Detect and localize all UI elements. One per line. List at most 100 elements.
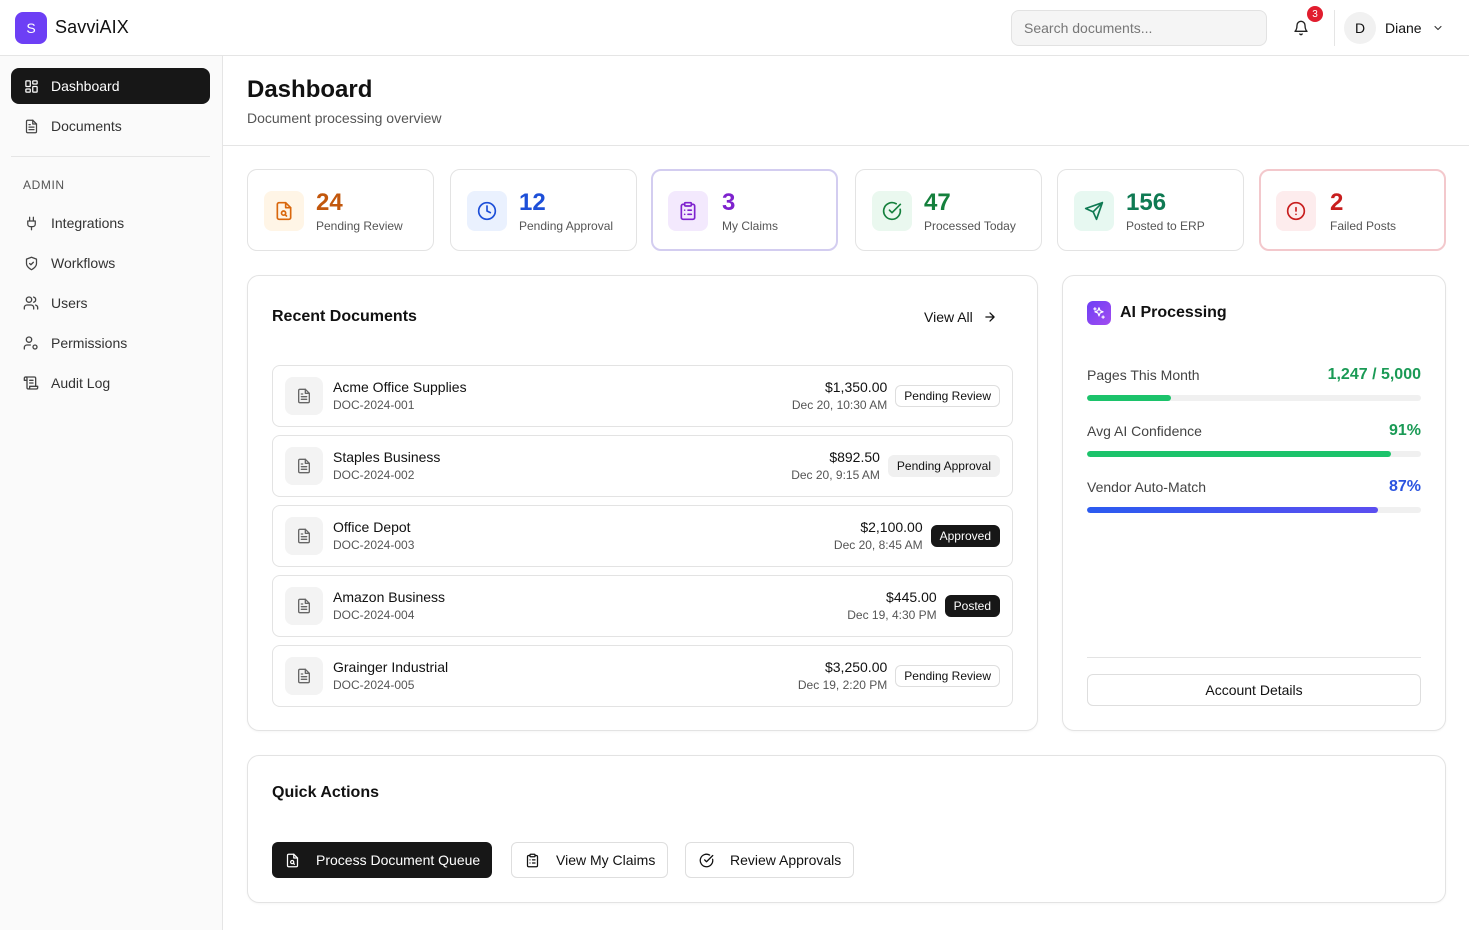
amount: $1,350.00 bbox=[824, 379, 888, 395]
shield-icon bbox=[23, 255, 39, 271]
document-id: DOC-2024-003 bbox=[333, 538, 415, 552]
app-logo[interactable]: S bbox=[15, 12, 47, 44]
sidebar-item-users[interactable]: Users bbox=[11, 285, 210, 321]
sidebar-divider bbox=[11, 156, 210, 157]
table-row[interactable]: Grainger Industrial DOC-2024-005 $3,250.… bbox=[272, 645, 1013, 707]
sidebar-item-audit-log[interactable]: Audit Log bbox=[11, 365, 210, 401]
search-input[interactable] bbox=[1011, 10, 1267, 46]
users-icon bbox=[23, 295, 39, 311]
avatar: D bbox=[1344, 12, 1376, 44]
sidebar-item-label: Users bbox=[51, 295, 88, 311]
metric-label: Avg AI Confidence bbox=[1087, 423, 1202, 439]
user-name: Diane bbox=[1385, 20, 1422, 36]
status-badge: Pending Approval bbox=[887, 455, 1000, 477]
timestamp: Dec 20, 9:15 AM bbox=[791, 468, 880, 482]
status-badge: Posted bbox=[944, 595, 1000, 617]
metric-value: 87% bbox=[1388, 478, 1421, 495]
view-all-label: View All bbox=[924, 309, 973, 325]
status-badge: Pending Review bbox=[895, 665, 1000, 687]
page-subtitle: Document processing overview bbox=[247, 110, 442, 126]
stat-card-pending-approval[interactable]: 12 Pending Approval bbox=[450, 169, 637, 251]
amount: $2,100.00 bbox=[860, 519, 923, 535]
stat-label: Pending Approval bbox=[519, 219, 614, 233]
alert-circle-icon bbox=[1286, 201, 1306, 221]
stat-value: 47 bbox=[924, 189, 951, 216]
ai-processing-title: AI Processing bbox=[1120, 304, 1227, 321]
process-document-queue-button[interactable]: Process Document Queue bbox=[272, 842, 493, 878]
doc-icon-box bbox=[285, 447, 323, 485]
sidebar-item-integrations[interactable]: Integrations bbox=[11, 205, 210, 241]
admin-section-label: ADMIN bbox=[23, 178, 65, 192]
review-approvals-button[interactable]: Review Approvals bbox=[685, 842, 855, 878]
amount: $3,250.00 bbox=[824, 659, 888, 675]
app-name[interactable]: SavviAIX bbox=[55, 17, 129, 37]
clock-icon bbox=[477, 201, 497, 221]
check-circle-icon bbox=[699, 853, 714, 867]
user-menu[interactable]: D Diane bbox=[1344, 11, 1444, 45]
progress-fill bbox=[1087, 507, 1378, 513]
stat-value: 3 bbox=[722, 189, 736, 216]
logo-letter: S bbox=[26, 20, 36, 36]
ai-panel-divider bbox=[1087, 657, 1421, 658]
quick-actions-title: Quick Actions bbox=[272, 784, 379, 801]
bell-icon bbox=[1294, 20, 1308, 36]
plug-icon bbox=[23, 215, 39, 231]
sidebar-item-workflows[interactable]: Workflows bbox=[11, 245, 210, 281]
stat-icon-box bbox=[467, 191, 507, 231]
stat-label: Pending Review bbox=[316, 219, 403, 233]
view-all-button[interactable]: View All bbox=[924, 307, 997, 327]
view-my-claims-button[interactable]: View My Claims bbox=[511, 842, 669, 878]
chevron-down-icon bbox=[1434, 25, 1442, 31]
document-id: DOC-2024-004 bbox=[333, 608, 415, 622]
metric-label: Pages This Month bbox=[1087, 367, 1200, 383]
metric-value: 1,247 / 5,000 bbox=[1327, 366, 1421, 383]
progress-fill bbox=[1087, 451, 1391, 457]
document-icon bbox=[298, 528, 310, 544]
progress-bar-vendor-match bbox=[1087, 507, 1421, 513]
vendor-name: Acme Office Supplies bbox=[333, 379, 467, 395]
sidebar-item-permissions[interactable]: Permissions bbox=[11, 325, 210, 361]
stat-value: 156 bbox=[1126, 189, 1167, 216]
sidebar-item-label: Audit Log bbox=[51, 375, 111, 391]
status-badge: Approved bbox=[930, 525, 1000, 547]
scroll-icon bbox=[23, 375, 39, 391]
timestamp: Dec 20, 10:30 AM bbox=[791, 398, 888, 412]
stat-icon-box bbox=[668, 191, 708, 231]
sidebar-item-label: Permissions bbox=[51, 335, 128, 351]
stat-icon-box bbox=[872, 191, 912, 231]
vendor-name: Grainger Industrial bbox=[333, 659, 449, 675]
stat-icon-box bbox=[264, 191, 304, 231]
doc-icon-box bbox=[285, 587, 323, 625]
ai-processing-panel: AI Processing Pages This Month 1,247 / 5… bbox=[1062, 275, 1446, 731]
table-row[interactable]: Office Depot DOC-2024-003 $2,100.00 Dec 2… bbox=[272, 505, 1013, 567]
doc-icon-box bbox=[285, 517, 323, 555]
sidebar-item-documents[interactable]: Documents bbox=[11, 108, 210, 144]
doc-icon-box bbox=[285, 657, 323, 695]
recent-documents-panel: Recent Documents View All Acme Office Su… bbox=[247, 275, 1038, 731]
stat-value: 12 bbox=[519, 189, 546, 216]
progress-bar-confidence bbox=[1087, 451, 1421, 457]
header-divider bbox=[1334, 10, 1335, 46]
stat-card-failed-posts[interactable]: 2 Failed Posts bbox=[1259, 169, 1446, 251]
vendor-name: Office Depot bbox=[333, 519, 411, 535]
amount: $892.50 bbox=[829, 449, 880, 465]
document-id: DOC-2024-002 bbox=[333, 468, 415, 482]
table-row[interactable]: Staples Business DOC-2024-002 $892.50 Dec… bbox=[272, 435, 1013, 497]
header-divider bbox=[223, 145, 1469, 146]
stat-card-posted-to-erp[interactable]: 156 Posted to ERP bbox=[1057, 169, 1244, 251]
dashboard-icon bbox=[23, 78, 39, 94]
table-row[interactable]: Amazon Business DOC-2024-004 $445.00 Dec … bbox=[272, 575, 1013, 637]
stat-card-pending-review[interactable]: 24 Pending Review bbox=[247, 169, 434, 251]
document-icon bbox=[298, 598, 310, 614]
notifications-button[interactable] bbox=[1285, 12, 1317, 44]
progress-bar-pages bbox=[1087, 395, 1421, 401]
quick-actions-panel: Quick Actions Process Document Queue Vie… bbox=[247, 755, 1446, 903]
timestamp: Dec 19, 4:30 PM bbox=[847, 608, 937, 622]
amount: $445.00 bbox=[886, 589, 937, 605]
sidebar-item-dashboard[interactable]: Dashboard bbox=[11, 68, 210, 104]
timestamp: Dec 20, 8:45 AM bbox=[833, 538, 923, 552]
stat-card-my-claims[interactable]: 3 My Claims bbox=[651, 169, 838, 251]
stat-card-processed-today[interactable]: 47 Processed Today bbox=[855, 169, 1042, 251]
account-details-button[interactable]: Account Details bbox=[1087, 674, 1421, 706]
table-row[interactable]: Acme Office Supplies DOC-2024-001 $1,350… bbox=[272, 365, 1013, 427]
